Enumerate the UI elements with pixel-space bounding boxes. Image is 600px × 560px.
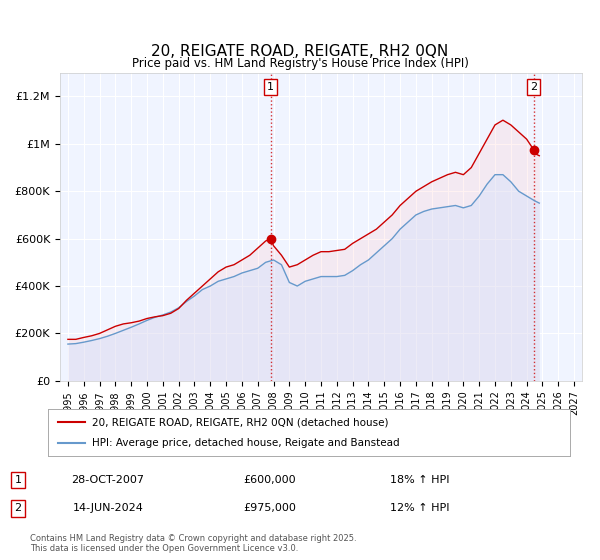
Text: 2: 2 (14, 503, 22, 514)
Text: 1: 1 (267, 82, 274, 92)
Text: 28-OCT-2007: 28-OCT-2007 (71, 475, 145, 485)
Text: £600,000: £600,000 (244, 475, 296, 485)
Text: Price paid vs. HM Land Registry's House Price Index (HPI): Price paid vs. HM Land Registry's House … (131, 57, 469, 70)
Text: 1: 1 (14, 475, 22, 485)
Text: £975,000: £975,000 (244, 503, 296, 514)
Text: 18% ↑ HPI: 18% ↑ HPI (390, 475, 450, 485)
Text: 20, REIGATE ROAD, REIGATE, RH2 0QN (detached house): 20, REIGATE ROAD, REIGATE, RH2 0QN (deta… (92, 417, 389, 427)
Text: Contains HM Land Registry data © Crown copyright and database right 2025.
This d: Contains HM Land Registry data © Crown c… (30, 534, 356, 553)
Text: HPI: Average price, detached house, Reigate and Banstead: HPI: Average price, detached house, Reig… (92, 438, 400, 448)
Text: 14-JUN-2024: 14-JUN-2024 (73, 503, 143, 514)
Text: 12% ↑ HPI: 12% ↑ HPI (390, 503, 450, 514)
Text: 20, REIGATE ROAD, REIGATE, RH2 0QN: 20, REIGATE ROAD, REIGATE, RH2 0QN (151, 44, 449, 59)
Text: 2: 2 (530, 82, 538, 92)
